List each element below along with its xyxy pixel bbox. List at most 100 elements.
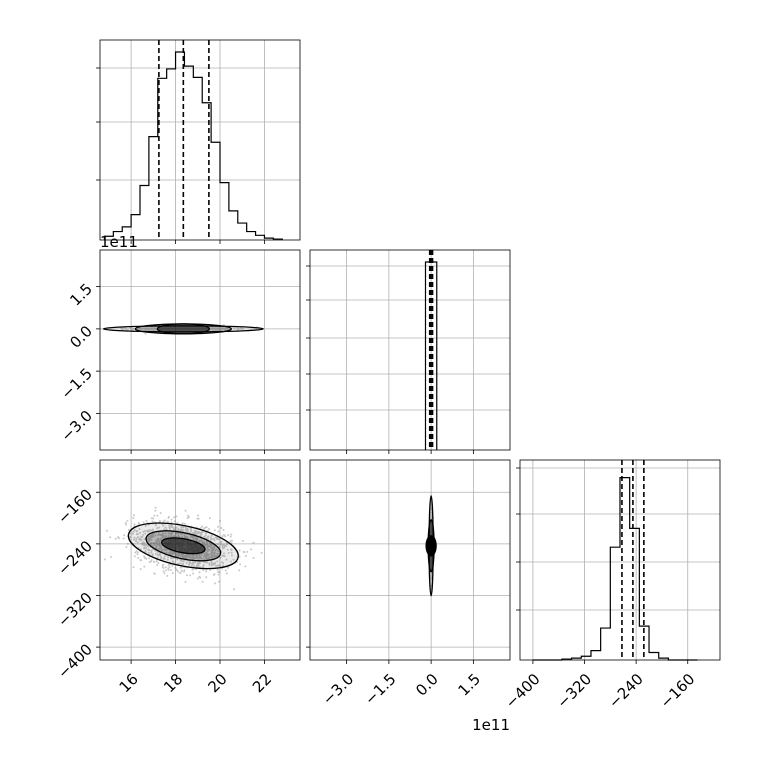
scatter-point: [150, 560, 153, 563]
scatter-point: [199, 534, 202, 537]
scatter-point: [170, 557, 173, 560]
scatter-point: [214, 582, 217, 585]
scatter-point: [217, 538, 220, 541]
scatter-point: [160, 548, 163, 551]
scatter-point: [168, 527, 171, 530]
scatter-point: [153, 327, 156, 330]
scatter-point: [167, 534, 170, 537]
scatter-point: [202, 555, 205, 558]
scatter-point: [208, 556, 211, 559]
scatter-point: [152, 326, 155, 329]
scatter-point: [186, 554, 189, 557]
scatter-point: [163, 572, 166, 575]
scatter-point: [149, 328, 152, 331]
scatter-point: [207, 535, 210, 538]
scatter-point: [132, 530, 135, 533]
scatter-point: [198, 571, 201, 574]
scatter-point: [141, 543, 144, 546]
scatter-point: [172, 535, 175, 538]
scatter-point: [146, 328, 149, 331]
scatter-point: [212, 547, 215, 550]
scatter-point: [142, 542, 145, 545]
scatter-point: [131, 328, 134, 331]
scatter-point: [145, 547, 148, 550]
scatter-point: [170, 521, 173, 524]
scatter-point: [151, 529, 154, 532]
scatter-point: [195, 537, 198, 540]
scatter-point: [210, 549, 213, 552]
scatter-point: [217, 328, 220, 331]
scatter-point: [154, 327, 157, 330]
scatter-point: [177, 553, 180, 556]
scatter-point: [221, 544, 224, 547]
scatter-point: [157, 538, 160, 541]
scatter-point: [218, 328, 221, 331]
hist-param2-frame: [309, 249, 511, 451]
scatter-point: [185, 556, 188, 559]
scatter-point: [182, 555, 185, 558]
scatter-point: [216, 327, 219, 330]
scatter-point: [221, 567, 224, 570]
scatter-point: [223, 555, 226, 558]
scatter-point: [148, 327, 151, 330]
scatter-point: [151, 326, 154, 329]
scatter-point: [184, 528, 187, 531]
scatter-point: [210, 328, 213, 331]
scatter-point: [158, 541, 161, 544]
scatter-point: [185, 554, 188, 557]
scatter-point: [182, 553, 185, 556]
scatter-point: [217, 550, 220, 553]
scatter-point: [222, 543, 225, 546]
scatter-point: [139, 328, 142, 331]
scatter-point: [129, 327, 132, 330]
scatter-point: [198, 561, 201, 564]
scatter-point: [225, 572, 228, 575]
scatter-point: [144, 328, 147, 331]
scatter-point: [211, 537, 214, 540]
scatter-point: [174, 552, 177, 555]
scatter-point: [158, 526, 161, 529]
scatter-point: [161, 533, 164, 536]
scatter-point: [170, 525, 173, 528]
scatter-param1-vs-param3-x-tick-label: 18: [160, 670, 186, 696]
scatter-point: [429, 517, 432, 520]
scatter-point: [145, 557, 148, 560]
scatter-point: [215, 564, 218, 567]
scatter-point: [202, 528, 205, 531]
scatter-point: [137, 522, 140, 525]
scatter-point: [214, 555, 217, 558]
scatter-point: [180, 555, 183, 558]
scatter-point: [167, 516, 170, 519]
scatter-point: [252, 541, 255, 544]
scatter-point: [152, 328, 155, 331]
scatter-point: [212, 555, 215, 558]
scatter-point: [142, 530, 145, 533]
scatter-point: [206, 541, 209, 544]
scatter-point: [175, 569, 178, 572]
scatter-point: [169, 525, 172, 528]
scatter-point: [194, 533, 197, 536]
scatter-point: [162, 563, 165, 566]
scatter-point: [147, 328, 150, 331]
scatter-point: [171, 565, 174, 568]
scatter-point: [176, 558, 179, 561]
scatter-point: [189, 536, 192, 539]
scatter-point: [149, 326, 152, 329]
scatter-point: [154, 328, 157, 331]
scatter-point: [156, 543, 159, 546]
scatter-point: [143, 327, 146, 330]
scatter-point: [148, 538, 151, 541]
scatter-point: [186, 530, 189, 533]
scatter-point: [204, 534, 207, 537]
scatter-point: [222, 326, 225, 329]
scatter-point: [201, 525, 204, 528]
scatter-point: [155, 327, 158, 330]
scatter-point: [196, 538, 199, 541]
scatter-point: [211, 554, 214, 557]
scatter-point: [137, 538, 140, 541]
scatter-point: [202, 565, 205, 568]
scatter-point: [196, 536, 199, 539]
scatter-point: [223, 545, 226, 548]
scatter-point: [181, 559, 184, 562]
